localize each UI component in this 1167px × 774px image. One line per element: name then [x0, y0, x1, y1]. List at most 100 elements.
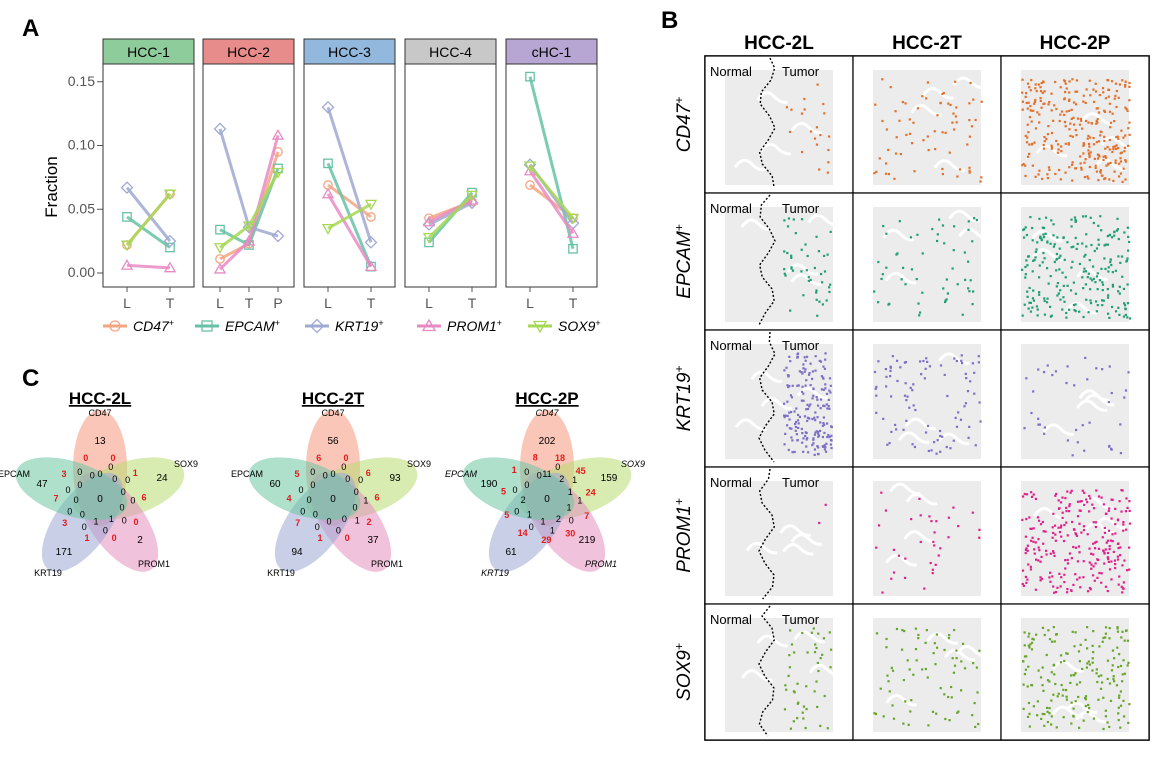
spot — [1117, 237, 1120, 241]
spot — [816, 416, 819, 419]
spot — [1037, 417, 1040, 420]
spot — [1027, 644, 1030, 647]
spot — [1040, 717, 1043, 721]
spot — [1027, 255, 1031, 258]
spot — [1110, 263, 1113, 267]
spot — [1022, 707, 1025, 711]
tissue-section — [725, 207, 833, 322]
spot — [783, 402, 786, 405]
spot — [891, 355, 894, 358]
spot — [786, 384, 789, 387]
spot — [796, 384, 799, 387]
spot — [1042, 689, 1045, 692]
spot — [1115, 136, 1118, 139]
venn-set-label: PROM1 — [138, 559, 170, 569]
spot — [967, 220, 970, 223]
spatial-cell — [852, 55, 1002, 194]
spot — [815, 646, 818, 650]
spot — [817, 434, 821, 437]
spot — [1042, 226, 1046, 230]
spot — [1081, 424, 1084, 427]
spot — [1048, 100, 1051, 104]
tumor-label: Tumor — [782, 475, 820, 490]
spot — [1074, 546, 1078, 549]
spot — [1030, 539, 1033, 542]
spot — [1108, 178, 1111, 181]
spot — [952, 112, 955, 115]
spot — [875, 546, 878, 549]
spot — [1061, 511, 1064, 514]
spot — [911, 389, 914, 392]
spot — [964, 372, 967, 376]
spot — [954, 115, 957, 118]
spot — [1089, 216, 1092, 219]
spot — [1123, 559, 1126, 562]
spot — [934, 147, 937, 151]
spot — [956, 175, 959, 178]
spot — [1067, 143, 1070, 146]
spot — [1122, 659, 1125, 662]
spot — [818, 429, 822, 432]
spot — [1114, 562, 1117, 566]
spot — [809, 403, 812, 406]
spot — [1062, 284, 1065, 288]
spot — [1122, 523, 1125, 526]
spot — [885, 385, 888, 388]
spot — [811, 417, 814, 421]
spot — [1030, 683, 1033, 687]
spot — [824, 352, 827, 355]
spot — [1124, 106, 1127, 109]
spot — [941, 435, 944, 438]
venn-overlap-count: 2 — [521, 495, 526, 505]
facet-hcc-1: HCC-1L T — [102, 38, 195, 311]
tissue-gap — [905, 492, 938, 506]
spot — [941, 172, 944, 176]
spot — [1072, 714, 1075, 717]
data-point — [213, 122, 227, 136]
spot — [1060, 683, 1063, 687]
spot — [1083, 449, 1086, 452]
spot — [950, 696, 953, 699]
series-line-krt19 — [326, 106, 373, 243]
spot — [806, 403, 809, 406]
spot — [893, 177, 896, 180]
spot — [1043, 426, 1046, 429]
spot — [943, 648, 946, 652]
spot — [941, 167, 944, 171]
spot — [1099, 215, 1102, 218]
spot — [1078, 681, 1082, 684]
spot — [1028, 152, 1031, 156]
spot — [955, 121, 958, 124]
spot — [960, 660, 963, 663]
spot — [945, 445, 948, 449]
spot — [1071, 135, 1074, 138]
spot — [788, 427, 791, 430]
spot — [889, 375, 892, 378]
legend-label: KRT19+ — [335, 318, 384, 334]
spot — [1103, 552, 1106, 555]
spot — [933, 531, 936, 534]
spot — [1083, 255, 1086, 258]
spot — [1085, 245, 1088, 248]
spot — [972, 98, 975, 101]
spot — [789, 410, 793, 414]
spot — [1122, 715, 1126, 718]
spot — [1022, 683, 1025, 686]
spot — [1060, 150, 1063, 153]
spot — [796, 419, 800, 422]
spot — [1128, 133, 1131, 136]
spot — [783, 369, 786, 372]
spot — [1068, 128, 1071, 131]
spot — [974, 118, 977, 122]
venn-overlap-count: 0 — [354, 487, 359, 497]
spot — [1024, 226, 1027, 229]
tissue-gap — [1042, 423, 1075, 436]
spot — [1129, 317, 1132, 320]
spot — [895, 627, 899, 631]
spot — [1104, 267, 1107, 271]
spot — [1023, 655, 1027, 658]
spot — [1070, 674, 1073, 677]
spot — [827, 398, 830, 401]
spot — [1091, 574, 1095, 577]
